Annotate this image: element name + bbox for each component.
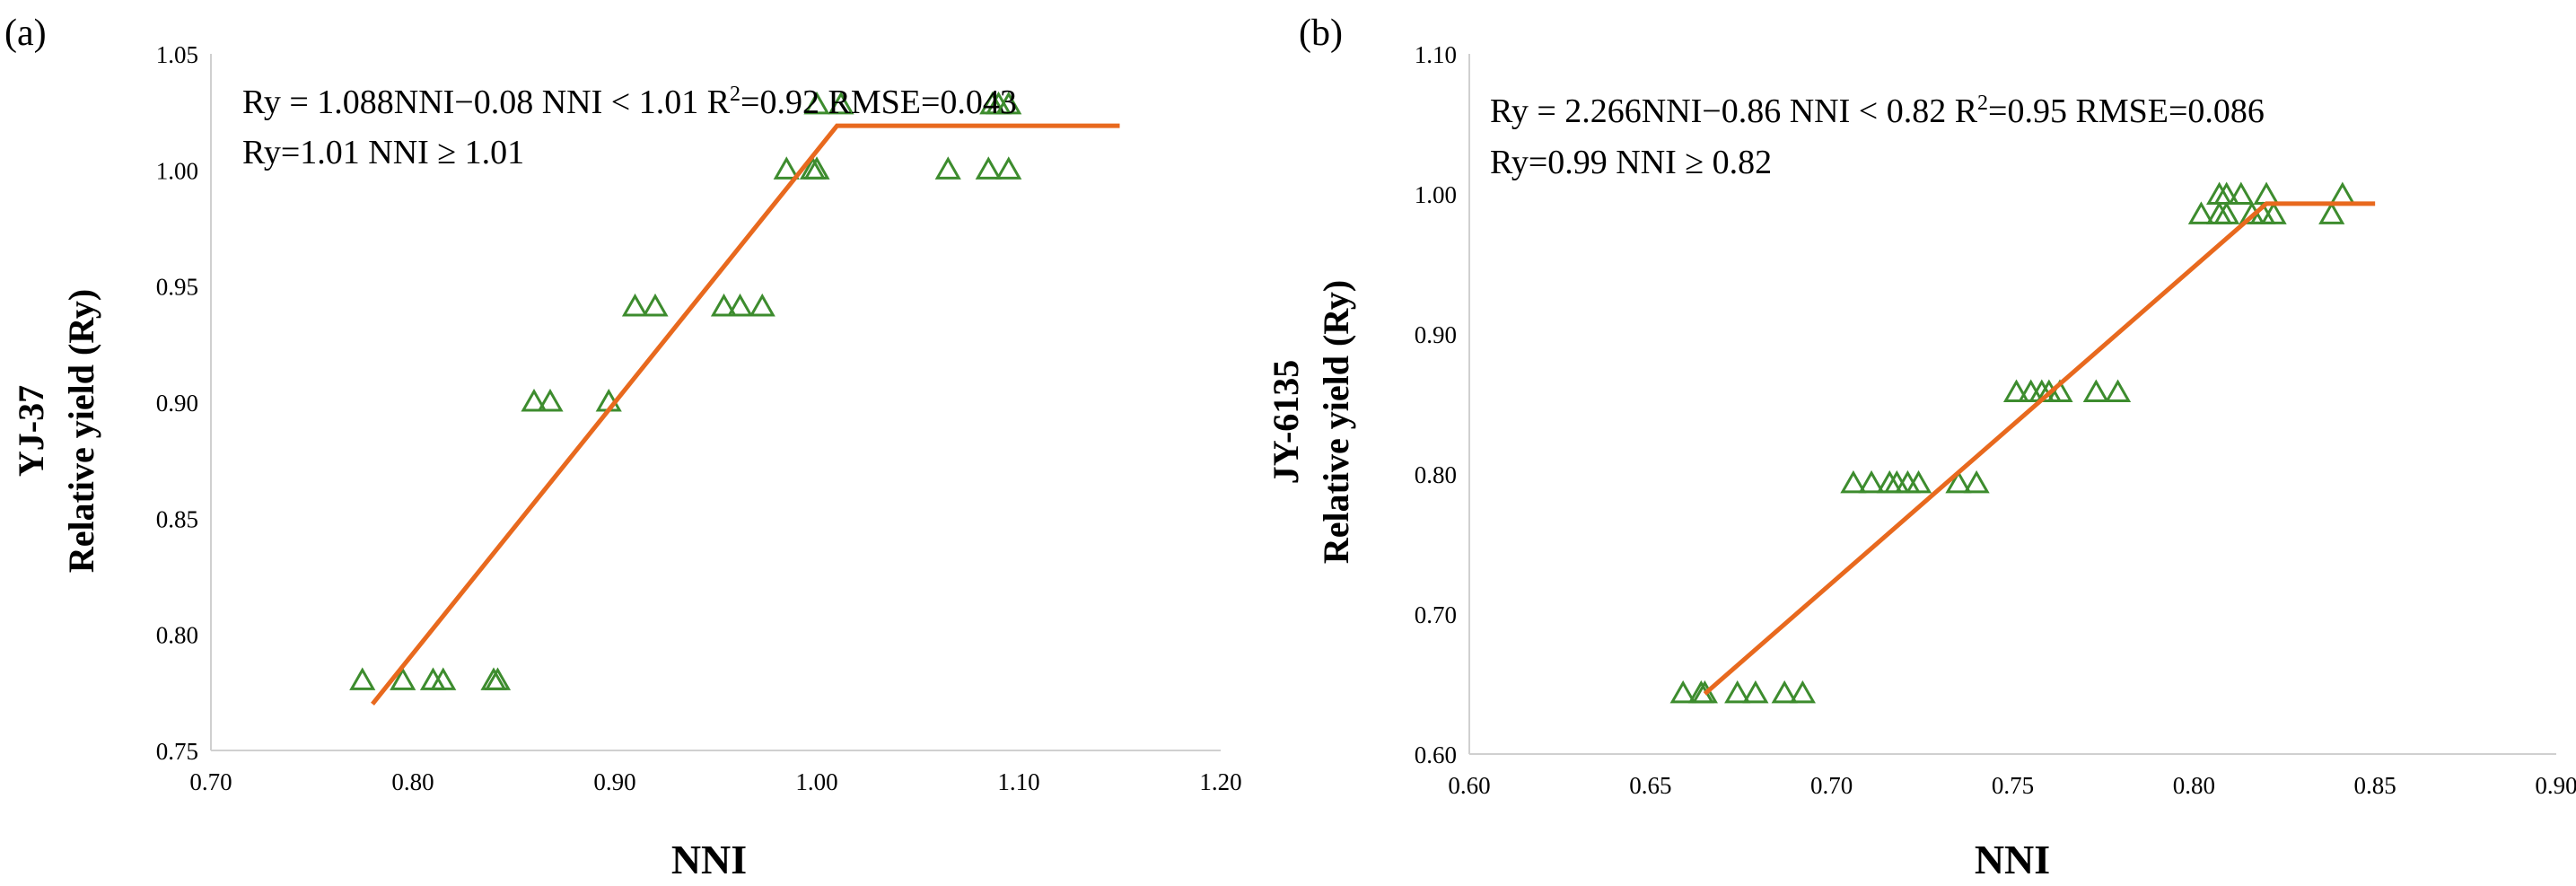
- panel-b-y-tick-label: 0.60: [1415, 741, 1457, 768]
- panel-a-label: (a): [4, 13, 47, 54]
- panel-b-x-tick-label: 0.90: [2535, 772, 2576, 799]
- panel-b-y-tick-label: 1.10: [1415, 41, 1457, 68]
- panel-a-y-axis-label-line1: YJ-37: [11, 385, 51, 477]
- panel-b-data-point: [1963, 469, 1990, 494]
- panel-a-y-tick-label: 0.85: [156, 505, 198, 532]
- panel-a-x-axis-label: NNI: [671, 837, 747, 882]
- panel-a-x-tick-labels: 0.70 0.80 0.90 1.00 1.10 1.20: [189, 768, 1241, 795]
- panel-b-y-axis-label-line1: JY-6135: [1266, 360, 1306, 485]
- panel-b-data-point: [1742, 680, 1769, 704]
- panel-b-data-point: [1945, 469, 1972, 494]
- panel-b-data-point: [2104, 379, 2132, 403]
- panel-b-y-tick-label: 1.00: [1415, 181, 1457, 208]
- panel-a-x-tick-label: 0.70: [189, 768, 232, 795]
- panel-a-data-point: [975, 156, 1002, 180]
- panel-b-data-point: [1905, 469, 1932, 494]
- panel-b-data-point: [2228, 181, 2255, 206]
- panel-a-data-point: [803, 156, 830, 180]
- panel-b-y-tick-label: 0.70: [1415, 601, 1457, 628]
- panel-a-data-point: [484, 667, 512, 690]
- panel-a-y-tick-label: 0.80: [156, 622, 198, 649]
- panel-a-eq1-main: Ry = 1.088NNI−0.08 NNI < 1.01 R: [242, 83, 731, 121]
- panel-b-points: [1669, 181, 2356, 704]
- panel-b-eq1-main: Ry = 2.266NNI−0.86 NNI < 0.82 R: [1490, 92, 1978, 130]
- panel-b-data-point: [1691, 680, 1718, 704]
- panel-a-equation-line2: Ry=1.01 NNI ≥ 1.01: [242, 134, 524, 171]
- panel-b-data-point: [2329, 181, 2356, 206]
- panel-a-data-point: [349, 667, 376, 690]
- panel-a-y-tick-label: 0.75: [156, 738, 198, 765]
- panel-b-x-tick-label: 0.65: [1629, 772, 1671, 799]
- panel-a-x-tick-label: 0.80: [391, 768, 434, 795]
- panel-b-x-tick-label: 0.80: [2173, 772, 2215, 799]
- panel-a-y-tick-label: 1.05: [156, 41, 198, 68]
- panel-b-data-point: [1724, 680, 1751, 704]
- panel-a-data-point: [773, 156, 800, 180]
- panel-a-eq1-sup: 2: [730, 83, 740, 106]
- panel-b-x-tick-label: 0.60: [1448, 772, 1490, 799]
- panel-a-data-point: [710, 293, 738, 317]
- panel-a-data-point: [803, 91, 830, 115]
- panel-b-data-point: [1771, 680, 1798, 704]
- panel-b-data-point: [2260, 201, 2287, 224]
- panel-a-y-tick-label: 0.95: [156, 274, 198, 301]
- panel-a-x-tick-label: 0.90: [593, 768, 635, 795]
- panel-b-data-point: [2187, 201, 2214, 224]
- panel-b-x-axis-label: NNI: [1975, 837, 2050, 882]
- panel-a-x-tick-label: 1.20: [1199, 768, 1241, 795]
- panel-b-y-tick-label: 0.90: [1415, 321, 1457, 348]
- panel-b-data-point: [2318, 201, 2345, 224]
- panel-a-eq1-rest: =0.92 RMSE=0.043: [740, 83, 1017, 121]
- panel-a-data-point: [995, 156, 1022, 180]
- panel-b-y-tick-labels: 0.60 0.70 0.80 0.90 1.00 1.10: [1415, 41, 1457, 768]
- panel-b-chart: (b) 0.60 0.65 0.70 0.75 0.80 0.85 0.90 0.60 0.7…: [1266, 13, 2576, 882]
- panel-b-eq1-sup: 2: [1977, 92, 1988, 115]
- panel-a-data-point: [390, 667, 416, 690]
- panel-b-data-point: [2082, 379, 2109, 403]
- panel-b-data-point: [2213, 201, 2240, 224]
- panel-b-data-point: [1669, 680, 1696, 704]
- panel-a-x-tick-label: 1.00: [795, 768, 837, 795]
- panel-b-data-point: [1840, 469, 1867, 494]
- panel-b-data-point: [2213, 181, 2240, 206]
- panel-a-points: [349, 91, 1022, 690]
- panel-a-data-point: [995, 91, 1022, 115]
- panel-b-label: (b): [1299, 13, 1343, 54]
- panel-a-data-point: [749, 293, 775, 317]
- panel-a-equation-line1: Ry = 1.088NNI−0.08 NNI < 1.01 R2=0.92 RM…: [242, 83, 1017, 121]
- panel-b-eq1-rest: =0.95 RMSE=0.086: [1988, 92, 2265, 130]
- panel-b-data-point: [2253, 181, 2280, 206]
- panel-a-data-point: [642, 293, 669, 317]
- panel-a-data-point: [934, 156, 961, 180]
- panel-a-data-point: [537, 388, 564, 412]
- panel-a-data-point: [430, 667, 457, 690]
- panel-b-y-tick-label: 0.80: [1415, 461, 1457, 488]
- panel-a-y-tick-labels: 0.75 0.80 0.85 0.90 0.95 1.00 1.05: [156, 41, 198, 765]
- panel-a-y-tick-label: 1.00: [156, 157, 198, 184]
- panel-b-x-tick-label: 0.70: [1810, 772, 1853, 799]
- panel-b-y-axis-label-line2: Relative yield (Ry): [1316, 280, 1356, 564]
- panel-a-chart: (a) 0.70 0.80 0.90 1.00 1.10 1.20 0.75 0.80 0.8…: [4, 13, 1242, 882]
- panel-b-data-point: [1858, 469, 1885, 494]
- panel-b-x-tick-label: 0.75: [1992, 772, 2034, 799]
- panel-b-x-tick-labels: 0.60 0.65 0.70 0.75 0.80 0.85 0.90: [1448, 772, 2576, 799]
- panel-b-fit-line: [1703, 201, 2376, 696]
- panel-b-x-tick-label: 0.85: [2354, 772, 2396, 799]
- panel-a-y-axis-label-line2: Relative yield (Ry): [61, 289, 101, 573]
- panel-a-data-point: [828, 91, 854, 115]
- panel-b-data-point: [2002, 379, 2030, 403]
- panel-a-data-point: [621, 293, 649, 317]
- panel-a-fit-line: [371, 123, 1120, 706]
- panel-a-x-tick-label: 1.10: [997, 768, 1039, 795]
- panel-b-data-point: [1789, 680, 1816, 704]
- panel-a-data-point: [521, 388, 548, 412]
- panel-a-y-tick-label: 0.90: [156, 390, 198, 417]
- panel-b-equation-line1: Ry = 2.266NNI−0.86 NNI < 0.82 R2=0.95 RM…: [1490, 92, 2265, 130]
- panel-a-data-point: [726, 293, 754, 317]
- panel-b-equation-line2: Ry=0.99 NNI ≥ 0.82: [1490, 144, 1772, 181]
